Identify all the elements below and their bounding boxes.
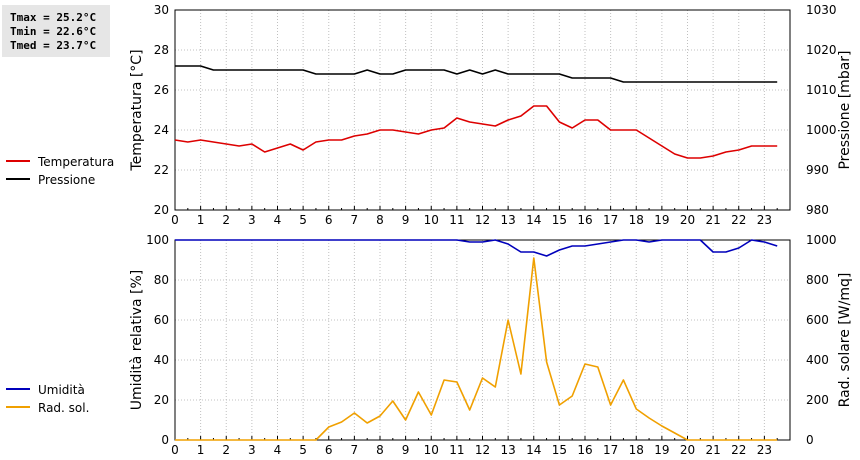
y-tick-label: 20: [154, 203, 169, 217]
y-tick-label: 30: [154, 3, 169, 17]
y2-tick-label: 600: [806, 313, 829, 327]
y2-tick-label: 1000: [806, 233, 837, 247]
legend-label: Rad. sol.: [38, 401, 89, 415]
x-tick-label: 1: [197, 213, 205, 227]
legend-label: Umidità: [38, 383, 85, 397]
x-tick-label: 6: [325, 213, 333, 227]
x-tick-label: 2: [222, 443, 230, 457]
x-tick-label: 0: [171, 443, 179, 457]
y-tick-label: 20: [154, 393, 169, 407]
chart-panel-0: 0 1 2 3 4 5 6 7 8 9 10 11 12 13 14 15 16 17 18 19 20 21 22 2320…: [6, 3, 853, 227]
y2-tick-label: 990: [806, 163, 829, 177]
x-tick-label: 13: [500, 213, 515, 227]
y-tick-label: 22: [154, 163, 169, 177]
x-tick-label: 9: [402, 213, 410, 227]
x-tick-label: 21: [705, 443, 720, 457]
x-tick-label: 18: [629, 443, 644, 457]
x-tick-label: 15: [552, 213, 567, 227]
y2-axis-label: Rad. solare [W/mq]: [837, 273, 853, 408]
legend-label: Pressione: [38, 173, 95, 187]
x-tick-label: 23: [757, 443, 772, 457]
x-tick-label: 7: [351, 443, 359, 457]
x-tick-label: 20: [680, 213, 695, 227]
x-tick-label: 12: [475, 443, 490, 457]
x-tick-label: 5: [299, 443, 307, 457]
x-tick-label: 8: [376, 213, 384, 227]
x-tick-label: 12: [475, 213, 490, 227]
y-tick-label: 24: [154, 123, 169, 137]
y-tick-label: 0: [161, 433, 169, 447]
y2-tick-label: 400: [806, 353, 829, 367]
series-line-0: [175, 239, 778, 257]
x-tick-label: 11: [449, 443, 464, 457]
stats-box: Tmax = 25.2°C Tmin = 22.6°C Tmed = 23.7°…: [2, 5, 110, 57]
y2-tick-label: 1030: [806, 3, 837, 17]
x-tick-label: 17: [603, 443, 618, 457]
x-tick-label: 16: [577, 213, 592, 227]
x-tick-label: 19: [654, 443, 669, 457]
series-line-0: [174, 105, 778, 159]
x-tick-label: 11: [449, 213, 464, 227]
x-tick-label: 23: [757, 213, 772, 227]
x-tick-label: 21: [705, 213, 720, 227]
y2-tick-label: 800: [806, 273, 829, 287]
x-tick-label: 5: [299, 213, 307, 227]
y-tick-label: 40: [154, 353, 169, 367]
x-tick-label: 0: [171, 213, 179, 227]
x-tick-label: 6: [325, 443, 333, 457]
x-tick-label: 4: [274, 443, 282, 457]
plot-frame: [174, 239, 791, 441]
x-tick-label: 17: [603, 213, 618, 227]
y-tick-label: 80: [154, 273, 169, 287]
y-tick-label: 26: [154, 83, 169, 97]
legend-label: Temperatura: [37, 155, 114, 169]
stat-tmed: Tmed = 23.7°C: [10, 39, 97, 52]
y2-axis-label: Pressione [mbar]: [837, 50, 853, 169]
x-tick-label: 2: [222, 213, 230, 227]
x-tick-label: 1: [197, 443, 205, 457]
stat-tmin: Tmin = 22.6°C: [10, 25, 97, 38]
plot-frame: [174, 9, 791, 211]
y2-tick-label: 1020: [806, 43, 837, 57]
y2-tick-label: 1010: [806, 83, 837, 97]
x-tick-label: 9: [402, 443, 410, 457]
x-tick-label: 4: [274, 213, 282, 227]
stat-tmax: Tmax = 25.2°C: [10, 11, 97, 24]
y-tick-label: 100: [146, 233, 169, 247]
y2-tick-label: 1000: [806, 123, 837, 137]
x-tick-label: 13: [500, 443, 515, 457]
x-tick-label: 14: [526, 443, 541, 457]
series-line-1: [175, 65, 778, 83]
y-tick-label: 28: [154, 43, 169, 57]
x-tick-label: 20: [680, 443, 695, 457]
x-tick-label: 10: [424, 213, 439, 227]
x-tick-label: 18: [629, 213, 644, 227]
y2-tick-label: 0: [806, 433, 814, 447]
x-tick-label: 22: [731, 443, 746, 457]
y-tick-label: 60: [154, 313, 169, 327]
x-tick-label: 15: [552, 443, 567, 457]
x-tick-label: 7: [351, 213, 359, 227]
x-tick-label: 3: [248, 213, 256, 227]
y-axis-label: Umidità relativa [%]: [129, 270, 145, 411]
x-tick-label: 10: [424, 443, 439, 457]
x-tick-label: 19: [654, 213, 669, 227]
x-tick-label: 14: [526, 213, 541, 227]
x-tick-label: 8: [376, 443, 384, 457]
y2-tick-label: 980: [806, 203, 829, 217]
series-line-1: [175, 257, 778, 441]
x-tick-label: 16: [577, 443, 592, 457]
x-tick-label: 3: [248, 443, 256, 457]
chart-panel-1: 0 1 2 3 4 5 6 7 8 9 10 11 12 13 14 15 16 17 18 19 20 21 22 2302…: [6, 233, 853, 457]
y2-tick-label: 200: [806, 393, 829, 407]
x-tick-label: 22: [731, 213, 746, 227]
y-axis-label: Temperatura [°C]: [129, 49, 145, 171]
